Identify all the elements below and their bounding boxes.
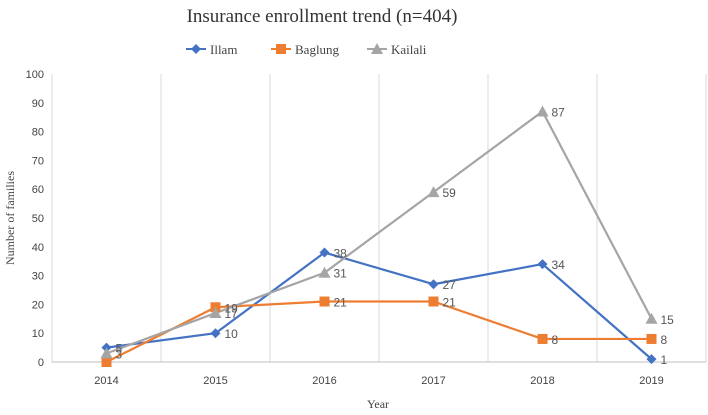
data-label-illam: 27 xyxy=(443,278,457,292)
data-point-illam xyxy=(319,247,330,258)
y-tick-label: 30 xyxy=(32,271,44,283)
data-point-baglung xyxy=(101,357,112,367)
data-label-kailali: 17 xyxy=(225,307,239,321)
legend-label-baglung: Baglung xyxy=(295,42,340,57)
data-label-illam: 5 xyxy=(116,342,123,356)
series-markers xyxy=(100,105,658,367)
chart-title: Insurance enrollment trend (n=404) xyxy=(187,6,458,27)
y-tick-label: 80 xyxy=(32,127,44,139)
grid xyxy=(51,74,707,362)
data-label-kailali: 87 xyxy=(552,105,566,119)
y-tick-label: 40 xyxy=(32,242,44,254)
series-line-baglung xyxy=(106,300,652,363)
x-tick-label: 2017 xyxy=(421,375,445,387)
data-point-baglung xyxy=(646,333,657,344)
data-label-baglung: 21 xyxy=(334,296,348,310)
data-label-baglung: 21 xyxy=(443,296,457,310)
data-label-illam: 34 xyxy=(552,258,566,272)
x-axis-label: Year xyxy=(367,397,389,411)
y-axis-label: Number of families xyxy=(3,171,17,265)
data-point-illam xyxy=(646,354,657,365)
legend-label-kailali: Kailali xyxy=(391,42,427,57)
x-tick-label: 2019 xyxy=(639,375,663,387)
data-point-kailali xyxy=(209,307,222,319)
y-tick-label: 0 xyxy=(38,357,44,369)
x-tick-label: 2014 xyxy=(94,375,118,387)
data-label-kailali: 59 xyxy=(443,186,457,200)
data-label-kailali: 15 xyxy=(661,313,675,327)
data-point-kailali xyxy=(100,347,113,359)
data-label-illam: 10 xyxy=(225,327,239,341)
series-line-illam xyxy=(106,251,653,360)
data-point-baglung xyxy=(319,296,330,307)
legend-marker-kailali xyxy=(371,43,383,54)
y-tick-label: 60 xyxy=(32,184,44,196)
y-tick-label: 50 xyxy=(32,213,44,225)
y-tick-label: 20 xyxy=(32,299,44,311)
legend-marker-baglung xyxy=(276,44,286,54)
data-point-baglung xyxy=(537,333,548,344)
legend-marker-illam xyxy=(191,44,201,54)
data-label-kailali: 3 xyxy=(116,347,123,361)
data-label-illam: 1 xyxy=(661,353,668,367)
y-tick-label: 70 xyxy=(32,155,44,167)
data-point-baglung xyxy=(428,296,439,307)
data-point-illam xyxy=(428,279,439,290)
data-point-kailali xyxy=(536,105,549,117)
data-labels: 5 10 38 27 34 1 19 21 21 8 8 3 17 31 59 87 15 xyxy=(116,105,675,367)
series-lines xyxy=(106,110,653,363)
data-label-kailali: 31 xyxy=(334,267,348,281)
data-point-illam xyxy=(537,259,548,270)
axes: 0 10 20 30 40 50 60 70 80 90 100 2014 2015 2016 2017 20… xyxy=(26,69,706,387)
x-tick-label: 2016 xyxy=(312,375,336,387)
data-label-baglung: 8 xyxy=(661,333,668,347)
y-tick-label: 10 xyxy=(32,328,44,340)
data-point-illam xyxy=(210,328,221,339)
data-point-kailali xyxy=(318,266,331,278)
legend: Illam Baglung Kailali xyxy=(186,42,427,57)
legend-label-illam: Illam xyxy=(210,42,237,57)
x-tick-label: 2015 xyxy=(203,375,227,387)
data-point-kailali xyxy=(645,312,658,324)
data-label-baglung: 8 xyxy=(552,333,559,347)
data-label-illam: 38 xyxy=(334,247,348,261)
y-tick-label: 100 xyxy=(26,69,44,81)
data-label-baglung: 19 xyxy=(225,301,239,315)
data-point-kailali xyxy=(427,186,440,198)
series-line-kailali xyxy=(106,110,653,355)
y-tick-label: 90 xyxy=(32,98,44,110)
x-tick-label: 2018 xyxy=(530,375,554,387)
